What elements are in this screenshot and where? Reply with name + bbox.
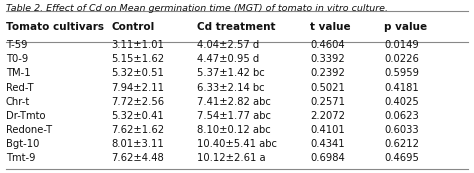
Text: Chr-t: Chr-t bbox=[6, 97, 30, 107]
Text: 4.47±0.95 d: 4.47±0.95 d bbox=[197, 54, 259, 64]
Text: Dr-Tmto: Dr-Tmto bbox=[6, 111, 45, 121]
Text: 0.4025: 0.4025 bbox=[384, 97, 419, 107]
Text: 0.0226: 0.0226 bbox=[384, 54, 419, 64]
Text: Cd treatment: Cd treatment bbox=[197, 22, 275, 32]
Text: TM-1: TM-1 bbox=[6, 68, 30, 78]
Text: 0.2571: 0.2571 bbox=[310, 97, 346, 107]
Text: 8.01±3.11: 8.01±3.11 bbox=[111, 139, 164, 149]
Text: Redone-T: Redone-T bbox=[6, 125, 52, 135]
Text: 5.37±1.42 bc: 5.37±1.42 bc bbox=[197, 68, 264, 78]
Text: 5.32±0.51: 5.32±0.51 bbox=[111, 68, 164, 78]
Text: 6.33±2.14 bc: 6.33±2.14 bc bbox=[197, 83, 264, 93]
Text: 0.0623: 0.0623 bbox=[384, 111, 419, 121]
Text: Tmt-9: Tmt-9 bbox=[6, 153, 35, 163]
Text: Red-T: Red-T bbox=[6, 83, 33, 93]
Text: 0.2392: 0.2392 bbox=[310, 68, 346, 78]
Text: 7.62±1.62: 7.62±1.62 bbox=[111, 125, 164, 135]
Text: 8.10±0.12 abc: 8.10±0.12 abc bbox=[197, 125, 271, 135]
Text: 0.5959: 0.5959 bbox=[384, 68, 419, 78]
Text: 0.6033: 0.6033 bbox=[384, 125, 419, 135]
Text: 0.6212: 0.6212 bbox=[384, 139, 419, 149]
Text: 7.94±2.11: 7.94±2.11 bbox=[111, 83, 164, 93]
Text: 7.72±2.56: 7.72±2.56 bbox=[111, 97, 164, 107]
Text: 0.4695: 0.4695 bbox=[384, 153, 419, 163]
Text: 0.6984: 0.6984 bbox=[310, 153, 345, 163]
Text: 2.2072: 2.2072 bbox=[310, 111, 346, 121]
Text: 10.40±5.41 abc: 10.40±5.41 abc bbox=[197, 139, 277, 149]
Text: 0.4181: 0.4181 bbox=[384, 83, 419, 93]
Text: T-59: T-59 bbox=[6, 40, 27, 50]
Text: 0.0149: 0.0149 bbox=[384, 40, 419, 50]
Text: 0.4341: 0.4341 bbox=[310, 139, 345, 149]
Text: Tomato cultivars: Tomato cultivars bbox=[6, 22, 104, 32]
Text: 3.11±1.01: 3.11±1.01 bbox=[111, 40, 164, 50]
Text: 7.54±1.77 abc: 7.54±1.77 abc bbox=[197, 111, 271, 121]
Text: 7.41±2.82 abc: 7.41±2.82 abc bbox=[197, 97, 271, 107]
Text: 4.04±2.57 d: 4.04±2.57 d bbox=[197, 40, 259, 50]
Text: 10.12±2.61 a: 10.12±2.61 a bbox=[197, 153, 265, 163]
Text: t value: t value bbox=[310, 22, 351, 32]
Text: 0.4604: 0.4604 bbox=[310, 40, 345, 50]
Text: 0.5021: 0.5021 bbox=[310, 83, 346, 93]
Text: Control: Control bbox=[111, 22, 155, 32]
Text: 0.3392: 0.3392 bbox=[310, 54, 345, 64]
Text: 5.32±0.41: 5.32±0.41 bbox=[111, 111, 164, 121]
Text: Bgt-10: Bgt-10 bbox=[6, 139, 39, 149]
Text: T0-9: T0-9 bbox=[6, 54, 28, 64]
Text: 7.62±4.48: 7.62±4.48 bbox=[111, 153, 164, 163]
Text: Table 2. Effect of Cd on Mean germination time (MGT) of tomato in vitro culture.: Table 2. Effect of Cd on Mean germinatio… bbox=[6, 4, 388, 13]
Text: 5.15±1.62: 5.15±1.62 bbox=[111, 54, 164, 64]
Text: 0.4101: 0.4101 bbox=[310, 125, 345, 135]
Text: p value: p value bbox=[384, 22, 427, 32]
